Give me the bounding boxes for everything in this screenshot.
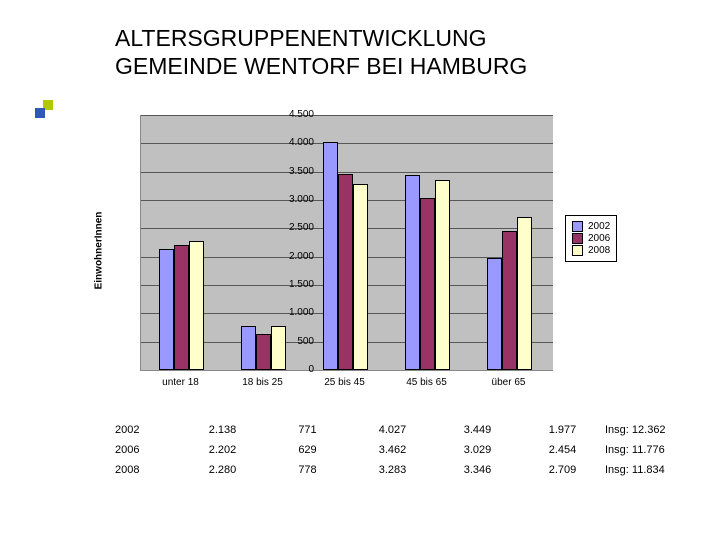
cell-year: 2002 bbox=[115, 420, 180, 440]
cell-value: 2.138 bbox=[180, 420, 265, 440]
legend-item: 2002 bbox=[572, 221, 610, 232]
cell-value: 771 bbox=[265, 420, 350, 440]
y-tick: 2.000 bbox=[274, 251, 314, 262]
legend-item: 2006 bbox=[572, 233, 610, 244]
bar bbox=[435, 180, 450, 370]
cell-value: 2.454 bbox=[520, 440, 605, 460]
cell-value: 2.280 bbox=[180, 460, 265, 480]
bar bbox=[189, 241, 204, 370]
title-line-1: ALTERSGRUPPENENTWICKLUNG bbox=[115, 25, 486, 51]
legend-swatch bbox=[572, 221, 583, 232]
y-tick: 1.000 bbox=[274, 307, 314, 318]
bar bbox=[487, 258, 502, 370]
y-tick: 3.500 bbox=[274, 166, 314, 177]
table-row: 20022.1387714.0273.4491.977Insg: 12.362 bbox=[115, 420, 695, 440]
cell-value: 2.202 bbox=[180, 440, 265, 460]
y-axis-label: EinwohnerInnen bbox=[93, 212, 104, 290]
bar-chart: EinwohnerInnen 200220062008 0 500 1.000 1.5… bbox=[70, 105, 660, 405]
legend-label: 2006 bbox=[588, 233, 610, 244]
y-tick: 500 bbox=[274, 336, 314, 347]
cell-value: 778 bbox=[265, 460, 350, 480]
x-tick: über 65 bbox=[476, 377, 541, 388]
cell-value: 3.449 bbox=[435, 420, 520, 440]
bullet-icon bbox=[35, 100, 53, 118]
bar bbox=[256, 334, 271, 370]
legend-label: 2002 bbox=[588, 221, 610, 232]
x-tick: unter 18 bbox=[148, 377, 213, 388]
table-row: 20082.2807783.2833.3462.709Insg: 11.834 bbox=[115, 460, 695, 480]
x-tick: 25 bis 45 bbox=[312, 377, 377, 388]
plot-area bbox=[140, 115, 553, 371]
data-table: 20022.1387714.0273.4491.977Insg: 12.3622… bbox=[115, 420, 695, 480]
bar bbox=[159, 249, 174, 370]
bar bbox=[241, 326, 256, 370]
bar bbox=[420, 198, 435, 370]
cell-value: 3.462 bbox=[350, 440, 435, 460]
y-tick: 4.500 bbox=[274, 109, 314, 120]
legend-swatch bbox=[572, 233, 583, 244]
cell-year: 2006 bbox=[115, 440, 180, 460]
cell-value: 3.346 bbox=[435, 460, 520, 480]
y-tick: 0 bbox=[274, 364, 314, 375]
bar bbox=[502, 231, 517, 370]
bar bbox=[338, 174, 353, 370]
bar bbox=[405, 175, 420, 370]
bar bbox=[353, 184, 368, 370]
cell-total: Insg: 11.834 bbox=[605, 460, 695, 480]
cell-value: 3.283 bbox=[350, 460, 435, 480]
slide: ALTERSGRUPPENENTWICKLUNG GEMEINDE WENTOR… bbox=[0, 0, 720, 540]
page-title: ALTERSGRUPPENENTWICKLUNG GEMEINDE WENTOR… bbox=[115, 25, 527, 80]
cell-value: 1.977 bbox=[520, 420, 605, 440]
bar bbox=[517, 217, 532, 371]
cell-value: 3.029 bbox=[435, 440, 520, 460]
cell-value: 2.709 bbox=[520, 460, 605, 480]
legend: 200220062008 bbox=[565, 215, 617, 262]
cell-total: Insg: 11.776 bbox=[605, 440, 695, 460]
x-tick: 45 bis 65 bbox=[394, 377, 459, 388]
cell-value: 4.027 bbox=[350, 420, 435, 440]
cell-total: Insg: 12.362 bbox=[605, 420, 695, 440]
x-tick: 18 bis 25 bbox=[230, 377, 295, 388]
bar bbox=[323, 142, 338, 370]
y-tick: 4.000 bbox=[274, 137, 314, 148]
legend-item: 2008 bbox=[572, 245, 610, 256]
cell-value: 629 bbox=[265, 440, 350, 460]
y-tick: 3.000 bbox=[274, 194, 314, 205]
title-line-2: GEMEINDE WENTORF BEI HAMBURG bbox=[115, 53, 527, 79]
bar bbox=[174, 245, 189, 370]
table-row: 20062.2026293.4623.0292.454Insg: 11.776 bbox=[115, 440, 695, 460]
cell-year: 2008 bbox=[115, 460, 180, 480]
legend-label: 2008 bbox=[588, 245, 610, 256]
legend-swatch bbox=[572, 245, 583, 256]
y-tick: 1.500 bbox=[274, 279, 314, 290]
y-tick: 2.500 bbox=[274, 222, 314, 233]
